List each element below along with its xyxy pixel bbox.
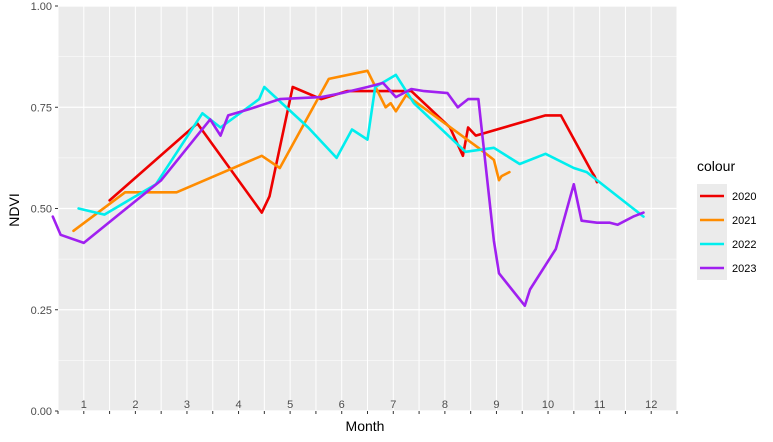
legend: colour 2020 2021 2022 2023	[697, 158, 756, 280]
month-label: 2	[132, 399, 138, 411]
month-label: 3	[184, 399, 190, 411]
month-label: 1	[81, 399, 87, 411]
month-label: 10	[542, 399, 554, 411]
y-tick-label: 0.25	[31, 305, 52, 317]
series-line-2020	[108, 85, 599, 214]
month-label: 5	[287, 399, 293, 411]
y-axis-title: NDVI	[6, 193, 22, 226]
series-lines	[51, 69, 645, 308]
y-tick-label: 1.00	[31, 1, 52, 13]
month-label: 4	[235, 399, 241, 411]
series-line-2021	[72, 69, 511, 233]
y-tick-label: 0.75	[31, 102, 52, 114]
series-line-2023	[51, 81, 645, 308]
month-label: 8	[442, 399, 448, 411]
month-labels: 1 2 3 4 5 6 7 8 9 10 11 12	[81, 399, 658, 411]
x-axis-title: Month	[346, 418, 385, 434]
legend-title: colour	[697, 158, 735, 174]
legend-label-2020: 2020	[732, 191, 756, 203]
y-axis: 0.00 0.25 0.50 0.75 1.00	[31, 1, 58, 418]
legend-label-2023: 2023	[732, 263, 756, 275]
y-tick-label: 0.00	[31, 406, 52, 418]
legend-label-2021: 2021	[732, 215, 756, 227]
month-label: 7	[390, 399, 396, 411]
x-axis	[57, 411, 678, 414]
month-label: 12	[645, 399, 657, 411]
month-label: 6	[339, 399, 345, 411]
month-label: 11	[594, 399, 605, 411]
y-tick-label: 0.50	[31, 204, 52, 216]
legend-label-2022: 2022	[732, 239, 756, 251]
month-label: 9	[493, 399, 499, 411]
